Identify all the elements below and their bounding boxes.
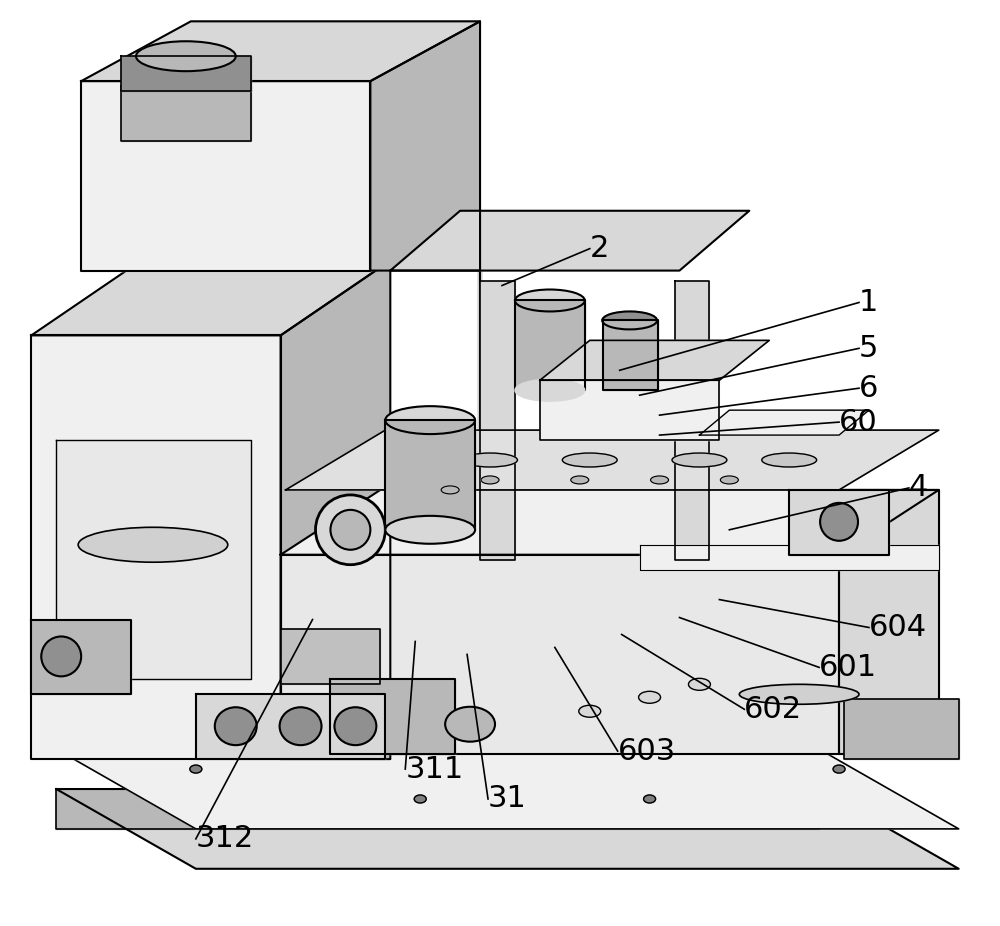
Ellipse shape (688, 679, 710, 690)
Text: 311: 311 (405, 755, 464, 783)
Text: 4: 4 (909, 473, 928, 503)
Ellipse shape (414, 795, 426, 803)
Polygon shape (675, 281, 709, 559)
Polygon shape (480, 281, 515, 559)
Polygon shape (844, 699, 959, 759)
Text: 601: 601 (819, 653, 877, 682)
Polygon shape (56, 440, 251, 680)
Polygon shape (121, 56, 251, 91)
Polygon shape (603, 320, 658, 390)
Ellipse shape (316, 494, 385, 565)
Text: 60: 60 (839, 407, 878, 437)
Polygon shape (330, 680, 455, 754)
Polygon shape (56, 789, 819, 829)
Polygon shape (385, 420, 475, 530)
Text: 6: 6 (859, 374, 878, 403)
Ellipse shape (644, 795, 656, 803)
Polygon shape (515, 301, 585, 390)
Polygon shape (196, 694, 385, 759)
Ellipse shape (672, 453, 727, 467)
Ellipse shape (190, 765, 202, 773)
Ellipse shape (41, 636, 81, 676)
Ellipse shape (571, 476, 589, 484)
Ellipse shape (78, 527, 228, 562)
Polygon shape (31, 260, 390, 335)
Polygon shape (121, 86, 251, 141)
Ellipse shape (562, 453, 617, 467)
Polygon shape (370, 21, 480, 270)
Ellipse shape (833, 765, 845, 773)
Polygon shape (286, 430, 939, 490)
Ellipse shape (515, 290, 585, 311)
Ellipse shape (739, 684, 859, 705)
Ellipse shape (820, 503, 858, 541)
Text: 5: 5 (859, 334, 878, 363)
Polygon shape (839, 490, 939, 754)
Ellipse shape (385, 407, 475, 434)
Polygon shape (81, 81, 370, 270)
Text: 604: 604 (869, 613, 927, 642)
Ellipse shape (441, 486, 459, 494)
Polygon shape (540, 381, 719, 440)
Polygon shape (81, 21, 480, 81)
Polygon shape (390, 211, 749, 270)
Text: 2: 2 (590, 234, 609, 263)
Ellipse shape (579, 706, 601, 718)
Ellipse shape (651, 476, 669, 484)
Ellipse shape (280, 707, 321, 745)
Polygon shape (281, 490, 939, 555)
Ellipse shape (136, 42, 236, 71)
Ellipse shape (602, 311, 657, 330)
Ellipse shape (385, 516, 475, 544)
Polygon shape (56, 749, 959, 829)
Polygon shape (640, 544, 939, 569)
Ellipse shape (639, 692, 661, 703)
Ellipse shape (330, 510, 370, 550)
Ellipse shape (445, 707, 495, 742)
Polygon shape (281, 630, 380, 684)
Polygon shape (789, 490, 889, 555)
Ellipse shape (463, 453, 517, 467)
Text: 312: 312 (196, 824, 254, 854)
Ellipse shape (720, 476, 738, 484)
Polygon shape (56, 789, 959, 869)
Text: 1: 1 (859, 288, 878, 317)
Polygon shape (31, 335, 281, 759)
Ellipse shape (481, 476, 499, 484)
Ellipse shape (334, 707, 376, 745)
Polygon shape (281, 260, 390, 759)
Text: 31: 31 (488, 784, 527, 813)
Ellipse shape (515, 380, 585, 401)
Text: 603: 603 (618, 737, 676, 766)
Ellipse shape (215, 707, 257, 745)
Ellipse shape (762, 453, 817, 467)
Text: 602: 602 (744, 694, 802, 724)
Polygon shape (540, 341, 769, 381)
Polygon shape (281, 555, 839, 754)
Polygon shape (699, 410, 869, 435)
Polygon shape (31, 619, 131, 694)
